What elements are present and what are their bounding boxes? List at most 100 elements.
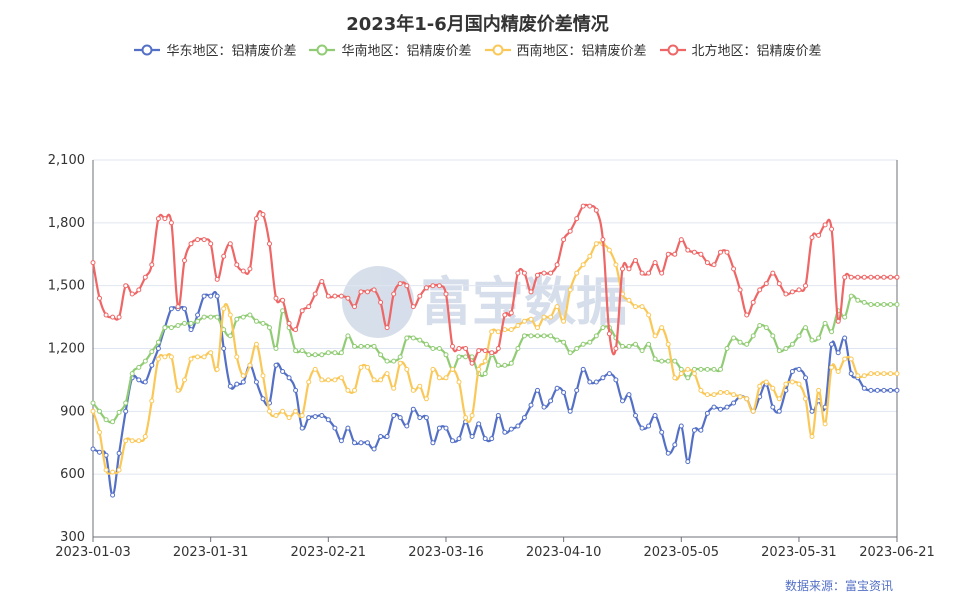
data-point [796,287,802,293]
data-point [816,387,822,393]
data-point [639,425,645,431]
data-point [168,220,174,226]
data-point [482,371,488,377]
data-point [803,325,808,331]
legend-item-3[interactable]: 西南地区：铝精废价差 [484,40,647,59]
data-point [789,289,795,295]
data-point [456,379,462,385]
data-point [580,366,586,372]
data-point [888,387,893,393]
data-point [515,270,521,276]
data-point [744,341,750,347]
data-point [423,396,429,402]
y-tick-label: 900 [60,404,85,419]
data-point [855,274,861,280]
x-tick-label: 2023-03-16 [408,545,484,560]
data-point [874,387,880,393]
data-point [757,287,763,293]
x-tick-label: 2023-02-21 [291,545,367,560]
data-point [829,226,835,232]
series-3 [90,241,900,475]
data-point [430,440,436,446]
legend-item-2[interactable]: 华南地区：铝精废价差 [308,40,472,59]
data-point [698,251,704,257]
data-point [665,358,671,364]
data-point [162,216,168,222]
data-point [280,369,286,374]
data-point [410,387,416,393]
data-point [613,377,619,383]
data-point [646,312,652,318]
data-point [182,306,187,312]
data-point [443,291,449,297]
data-point [436,425,442,431]
data-point [397,354,403,360]
data-point [803,283,808,289]
data-point [469,434,475,439]
data-point [731,392,737,398]
legend-item-1[interactable]: 华东地区：铝精废价差 [133,40,296,59]
data-point [691,249,697,255]
data-point [378,434,384,439]
data-point [718,406,723,412]
data-point [894,387,900,393]
data-point [417,415,423,421]
data-point [391,385,397,391]
data-point [319,279,325,284]
data-point [665,341,671,347]
data-point [809,408,815,414]
data-point [201,354,207,360]
data-point [463,415,469,421]
data-point [352,343,357,349]
data-point [299,425,305,431]
data-point [502,312,508,318]
data-point [561,390,567,395]
data-point [613,262,619,268]
data-point [861,385,867,391]
data-point [789,379,795,385]
data-point [868,302,874,307]
data-point [744,396,750,402]
data-point [548,398,554,404]
data-point [463,354,469,360]
data-point [691,427,697,433]
data-point [548,270,554,276]
data-point [888,302,893,307]
legend-line-circle-icon [659,44,686,55]
data-point [652,356,658,362]
data-point [149,262,155,268]
data-point [829,364,835,370]
data-point [312,291,318,297]
data-point [149,349,155,355]
data-point [299,348,305,354]
data-point [874,302,880,307]
data-point [384,371,390,377]
data-point [371,446,377,452]
data-point [763,281,769,287]
data-point [698,427,704,433]
data-point [835,318,841,324]
data-point [646,270,652,276]
legend-label: 华南地区：铝精废价差 [341,44,472,59]
data-point [110,419,116,425]
data-point [227,383,233,389]
data-point [528,289,534,295]
data-point [678,423,684,429]
data-point [508,360,514,366]
data-point [319,413,325,418]
data-point [129,371,135,377]
data-point [678,366,684,372]
data-point [142,434,148,439]
data-point [214,366,220,372]
data-point [247,312,253,318]
data-point [881,387,887,393]
data-point [855,297,861,303]
data-point [110,314,116,320]
data-point [397,281,403,287]
data-point [495,362,501,368]
data-point [365,364,370,370]
data-point [489,350,495,356]
legend-item-4[interactable]: 北方地区：铝精废价差 [659,40,822,59]
data-point [672,375,678,381]
data-point [332,425,338,431]
